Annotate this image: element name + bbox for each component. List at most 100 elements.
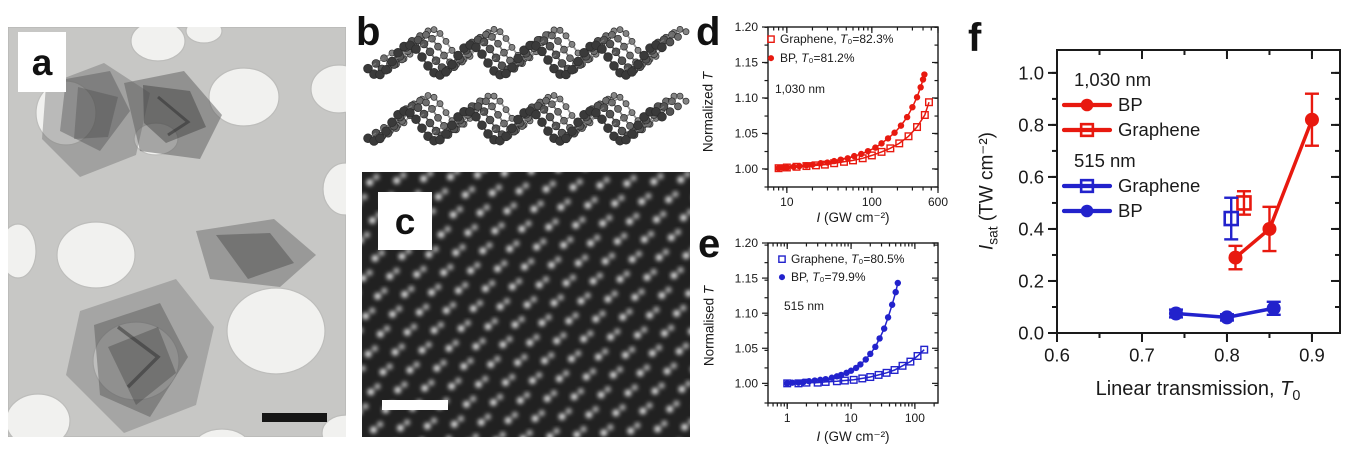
marker-filled-circle — [837, 371, 845, 379]
x-tick-label: 10 — [780, 195, 794, 209]
marker-filled-circle — [884, 135, 892, 142]
panel-a-tem-image — [8, 27, 346, 437]
x-tick-label: 100 — [905, 411, 925, 425]
marker-filled-circle — [1262, 221, 1277, 236]
panel-d-chart: 10 100 600 1.00 1.05 1.10 1.15 1.20 Graphene, T₀… — [735, 20, 949, 209]
grid-hole — [310, 64, 346, 114]
marker-filled-circle — [822, 375, 829, 383]
marker-filled-circle — [857, 361, 864, 368]
legend: Graphene, T₀=80.5% BP, T₀=79.9% — [778, 252, 905, 284]
marker-filled-circle — [909, 103, 916, 111]
legend-group-label: 515 nm — [1074, 150, 1136, 171]
bp-flake — [124, 71, 222, 159]
marker-filled-circle — [884, 314, 892, 321]
grid-hole — [197, 428, 247, 437]
marker-filled-circle — [894, 279, 902, 287]
series-points — [1223, 196, 1240, 241]
legend-label: BP — [1118, 200, 1143, 221]
marker-filled-circle — [817, 376, 824, 384]
x-tick-label: 100 — [862, 195, 882, 209]
marker-open-square — [913, 351, 922, 360]
legend-label: BP, T₀=79.9% — [791, 270, 866, 284]
marker-filled-circle — [817, 160, 824, 167]
marker-filled-circle — [878, 140, 885, 147]
y-tick-label: 1.15 — [735, 271, 759, 285]
atoms — [363, 40, 667, 80]
marker-filled-circle — [1080, 98, 1094, 112]
legend: Graphene, T₀=82.3% BP, T₀=81.2% — [767, 32, 894, 65]
marker-filled-circle — [778, 274, 786, 281]
marker-filled-circle — [800, 378, 807, 386]
grid-hole — [185, 27, 223, 44]
legend-label: BP — [1118, 94, 1143, 115]
bp-flake — [42, 63, 150, 177]
panel-e-chart: 1 10 100 1.00 1.05 1.10 1.15 1.20 Graphene, T₀=8… — [735, 236, 939, 425]
marker-filled-circle — [828, 374, 836, 381]
marker-open-square — [886, 144, 895, 153]
marker-filled-circle — [847, 367, 855, 374]
marker-filled-circle — [844, 155, 851, 162]
panel-label-c: c — [394, 200, 416, 242]
marker-open-square — [849, 375, 858, 384]
marker-filled-circle — [862, 356, 869, 363]
marker-filled-circle — [1304, 112, 1319, 127]
marker-open-square — [898, 361, 907, 370]
marker-open-square — [1079, 122, 1095, 138]
y-tick-label: 1.10 — [735, 91, 759, 105]
marker-filled-circle — [852, 364, 860, 372]
marker-open-square — [920, 110, 929, 119]
marker-open-square — [913, 123, 922, 132]
marker-filled-circle — [1266, 301, 1281, 316]
y-tick-label: 1.20 — [735, 236, 759, 250]
marker-open-square — [904, 132, 913, 141]
series-points — [1236, 190, 1252, 216]
marker-filled-circle — [830, 157, 838, 165]
y-tick-label: 0.4 — [1018, 218, 1044, 239]
axis-ticks — [762, 26, 939, 193]
bp-flake — [196, 219, 316, 287]
y-tick-label: 1.00 — [735, 377, 759, 391]
marker-filled-circle — [851, 152, 858, 160]
axis-ticks — [762, 242, 938, 409]
marker-filled-circle — [867, 350, 874, 358]
marker-filled-circle — [872, 144, 879, 151]
series-points — [784, 279, 902, 387]
marker-filled-circle — [805, 378, 813, 385]
marker-filled-circle — [919, 76, 927, 83]
marker-filled-circle — [897, 122, 905, 129]
grid-hole — [226, 287, 326, 375]
marker-open-square — [877, 147, 886, 156]
marker-filled-circle — [1228, 250, 1243, 265]
y-tick-label: 1.0 — [1018, 62, 1044, 83]
axis-label-x-f: Linear transmission, T0 — [1095, 378, 1301, 404]
tick-labels: 1 10 100 1.00 1.05 1.10 1.15 1.20 — [735, 236, 926, 425]
grid-hole — [208, 67, 280, 127]
bp-flake — [94, 303, 188, 417]
chart-f: 0.6 0.7 0.8 0.9 0.0 0.2 0.4 0.6 0.8 1.0 1,030 nm BP… — [1018, 49, 1341, 366]
legend-label: Graphene — [1118, 119, 1200, 140]
legend-label: BP, T₀=81.2% — [780, 51, 855, 65]
marker-filled-circle — [1219, 310, 1234, 325]
marker-filled-circle — [796, 162, 803, 170]
marker-open-square — [906, 357, 915, 366]
panel-label-b: b — [356, 10, 381, 54]
flake-crease — [157, 95, 191, 137]
marker-filled-circle — [891, 129, 898, 136]
marker-open-square — [866, 373, 875, 382]
marker-open-square — [1236, 195, 1252, 211]
marker-filled-circle — [811, 377, 818, 384]
marker-open-square — [895, 139, 904, 148]
legend-label: Graphene, T₀=80.5% — [791, 252, 905, 266]
tick-labels: 0.6 0.7 0.8 0.9 0.0 0.2 0.4 0.6 0.8 1.0 — [1018, 62, 1325, 365]
y-tick-label: 0.0 — [1018, 322, 1044, 343]
x-tick-label: 1 — [784, 411, 791, 425]
marker-filled-circle — [803, 162, 810, 169]
panel-c-label-box: c — [378, 192, 432, 250]
panel-b-structure-model — [363, 26, 690, 146]
marker-open-square — [924, 98, 933, 107]
marker-filled-circle — [876, 335, 883, 342]
x-tick-label: 0.9 — [1299, 345, 1325, 366]
bp-flake — [66, 279, 214, 433]
marker-filled-circle — [837, 156, 844, 163]
